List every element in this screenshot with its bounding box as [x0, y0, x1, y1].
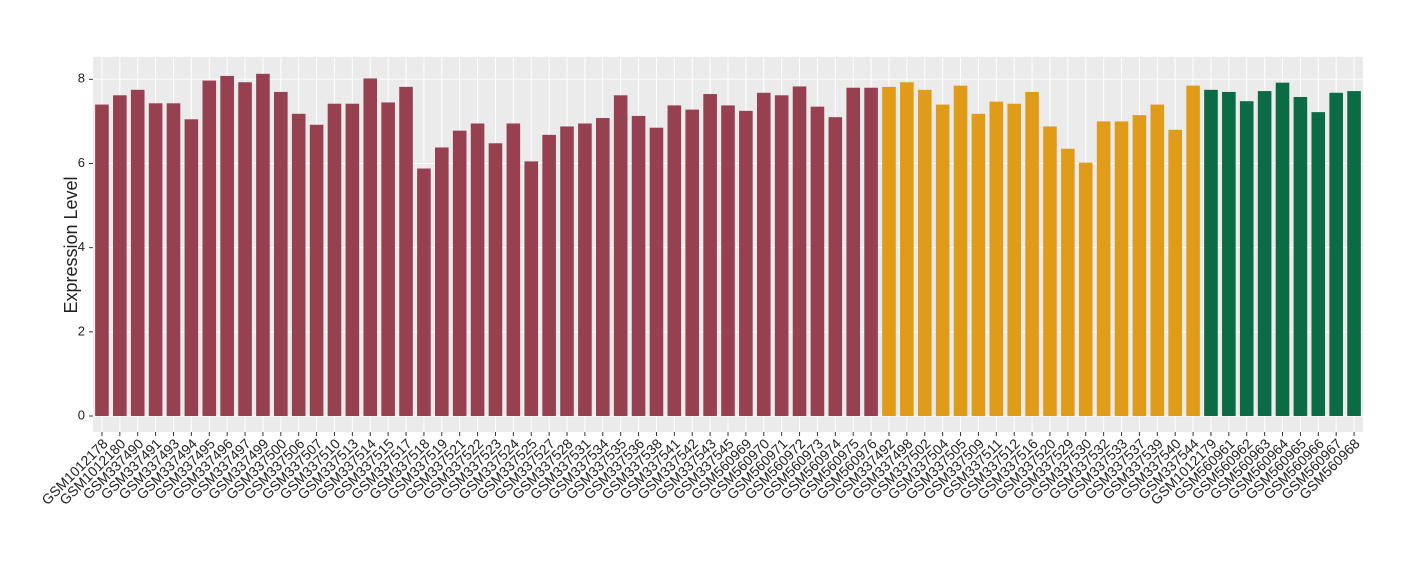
bar [649, 127, 664, 417]
bar [1222, 91, 1236, 417]
bar [542, 134, 556, 417]
bar [935, 104, 950, 417]
bar [595, 118, 610, 417]
bar [721, 105, 735, 417]
bar [828, 117, 843, 417]
bar [578, 123, 592, 417]
bar [810, 106, 825, 417]
bar [613, 95, 628, 417]
bar [1204, 89, 1218, 417]
bar [774, 95, 789, 417]
bar [989, 101, 1004, 417]
bar [739, 110, 753, 417]
bar [417, 168, 431, 417]
bar [524, 161, 539, 417]
bar [130, 89, 145, 417]
bar [202, 80, 217, 417]
bar [435, 147, 449, 417]
y-tick-label: 6 [78, 155, 85, 170]
bar [1150, 104, 1165, 417]
bar [917, 89, 932, 417]
bar [291, 113, 306, 417]
y-tick-label: 8 [78, 71, 85, 86]
bar [184, 119, 199, 417]
bar [220, 75, 234, 417]
bar [560, 126, 574, 417]
bar [1114, 121, 1129, 417]
y-axis-title: Expression Level [61, 176, 81, 313]
bar [1347, 91, 1361, 417]
bar [506, 123, 521, 417]
bar [1186, 85, 1200, 417]
bar [470, 123, 485, 417]
bar [792, 86, 807, 417]
y-tick-label: 0 [78, 407, 85, 422]
y-tick-label: 2 [78, 323, 85, 338]
bar [1078, 162, 1093, 417]
bar [256, 73, 270, 417]
bar [166, 103, 181, 417]
bar [1025, 91, 1039, 417]
bar [685, 109, 700, 417]
bar [1043, 126, 1057, 417]
bar [327, 103, 342, 417]
bar [846, 87, 861, 417]
bar [345, 103, 360, 417]
bar [703, 94, 717, 417]
y-tick-label: 4 [78, 239, 85, 254]
bar [1132, 115, 1147, 417]
bar [274, 91, 288, 417]
bar [1311, 112, 1326, 417]
bar [1257, 91, 1272, 417]
bar [953, 85, 968, 417]
bar [488, 143, 503, 417]
bar [309, 124, 324, 417]
bar [1293, 96, 1308, 417]
bar [1239, 101, 1254, 417]
bar [971, 113, 986, 417]
bar [631, 115, 646, 417]
bar [1275, 82, 1290, 417]
bar [1007, 103, 1021, 417]
bar [238, 82, 252, 417]
bar [882, 86, 896, 417]
bar [95, 104, 109, 417]
bar [113, 95, 127, 417]
bar [363, 78, 378, 417]
bar [399, 86, 413, 417]
bar [1168, 129, 1182, 417]
bar [1329, 92, 1343, 417]
bar [900, 82, 914, 417]
bar [1061, 148, 1075, 417]
bar [381, 102, 395, 417]
bar [452, 130, 467, 417]
bar [756, 92, 771, 417]
bar [864, 87, 878, 417]
bar [1096, 121, 1111, 417]
bar [667, 105, 682, 417]
bar [148, 103, 163, 417]
